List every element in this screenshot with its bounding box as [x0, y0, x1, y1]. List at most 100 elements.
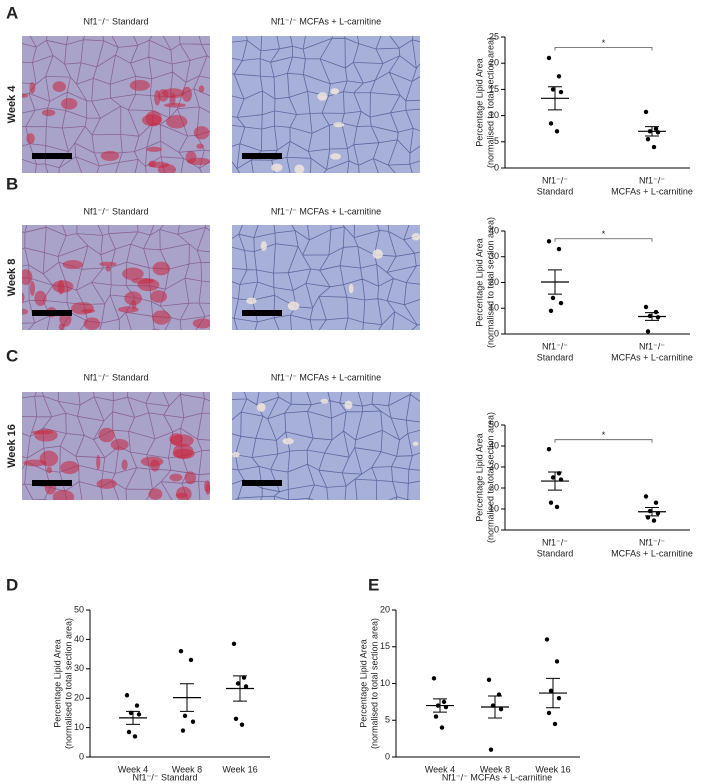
x-tick-label: Standard [537, 186, 574, 196]
micrograph [232, 36, 420, 173]
y-tick-label: 5 [385, 715, 390, 725]
scale-bar [32, 480, 72, 486]
lipid-stain [83, 317, 101, 330]
y-tick-label: 20 [489, 277, 499, 287]
lipid-stain [52, 489, 75, 500]
error-bar [126, 710, 140, 725]
vacuole [232, 451, 240, 458]
data-point [132, 734, 138, 739]
lipid-stain [184, 471, 197, 485]
x-axis-label: Nf1⁻/⁻ MCFAs + L-carnitine [442, 772, 552, 782]
lipid-stain [46, 466, 53, 474]
vacuole [344, 400, 353, 410]
data-point [231, 641, 237, 647]
x-tick-label: Nf1⁻/⁻ [542, 175, 568, 185]
lipid-stain [26, 133, 35, 145]
error-bar [548, 471, 562, 491]
vacuole [333, 122, 345, 128]
data-point [546, 710, 552, 716]
error-bar [180, 683, 194, 712]
lipid-stain [193, 126, 210, 140]
y-tick-label: 20 [74, 693, 84, 703]
data-point [546, 446, 552, 452]
y-tick-label: 0 [385, 751, 390, 761]
error-bar [645, 507, 659, 517]
data-point [126, 729, 132, 735]
data-point [239, 722, 245, 727]
data-point [243, 684, 249, 689]
lipid-stain [187, 157, 210, 166]
significance-label: * [602, 430, 606, 440]
x-tick-label: MCFAs + L-carnitine [611, 352, 693, 362]
vacuole [320, 398, 329, 404]
lipid-stain [154, 90, 161, 106]
scale-bar [242, 153, 282, 159]
data-point [548, 308, 554, 314]
data-point [552, 721, 558, 727]
lipid-stain [22, 93, 29, 98]
y-tick-label: 10 [489, 303, 499, 313]
lipid-stain [173, 443, 194, 459]
y-tick-label: 15 [380, 641, 390, 651]
x-axis-label: Nf1⁻/⁻ Standard [132, 772, 197, 782]
x-tick-label: Week 8 [480, 764, 510, 774]
y-tick-label: 0 [494, 328, 499, 338]
lipid-stain [145, 110, 162, 127]
x-tick-label: Standard [537, 548, 574, 558]
vacuole [330, 88, 340, 95]
panel-letter: E [368, 575, 379, 594]
lipid-stain [39, 450, 59, 467]
data-point [180, 728, 186, 733]
y-tick-label: 10 [74, 722, 84, 732]
lipid-stain [181, 86, 193, 102]
vacuole [330, 153, 341, 160]
lipid-stain [34, 290, 47, 307]
vacuole [282, 438, 294, 445]
data-point [548, 688, 554, 694]
data-point [548, 500, 554, 505]
x-tick-label: MCFAs + L-carnitine [611, 548, 693, 558]
x-tick-label: Week 4 [118, 764, 148, 774]
data-point [431, 676, 437, 681]
data-point [556, 74, 562, 79]
y-axis-label: Percentage Lipid Area [474, 58, 484, 147]
data-point [178, 648, 184, 654]
x-tick-label: Standard [537, 352, 574, 362]
row-label: Week 16 [6, 424, 18, 468]
lipid-stain [163, 102, 186, 108]
lipid-stain [150, 290, 168, 303]
lipid-stain [52, 280, 74, 293]
data-point [550, 475, 556, 480]
lipid-stain [169, 434, 194, 447]
vacuole [411, 233, 420, 241]
data-point [653, 500, 659, 505]
data-point [124, 693, 130, 698]
vacuole [348, 283, 354, 294]
image-caption: Nf1⁻/⁻ Standard [83, 16, 148, 26]
y-tick-label: 15 [489, 84, 499, 94]
y-tick-label: 40 [489, 225, 499, 235]
lipid-stain [52, 81, 66, 92]
error-bar [645, 312, 659, 321]
data-point [653, 309, 659, 315]
tissue [232, 36, 420, 173]
lipid-stain [99, 261, 117, 267]
lipid-stain [129, 79, 150, 91]
lipid-stain [60, 461, 80, 475]
data-point [554, 504, 560, 510]
significance-bracket [554, 47, 653, 51]
image-caption: Nf1⁻/⁻ Standard [83, 372, 148, 382]
cell-borders [232, 36, 420, 173]
panel-letter: C [6, 346, 18, 365]
data-point [546, 239, 552, 244]
lipid-stain [96, 454, 101, 470]
error-bar [548, 86, 562, 111]
data-point [554, 659, 560, 664]
data-point [643, 304, 649, 310]
lipid-stain [96, 478, 117, 489]
row-label: Week 4 [6, 85, 18, 124]
data-point [134, 703, 140, 708]
data-point [190, 719, 196, 724]
data-point [439, 725, 445, 730]
